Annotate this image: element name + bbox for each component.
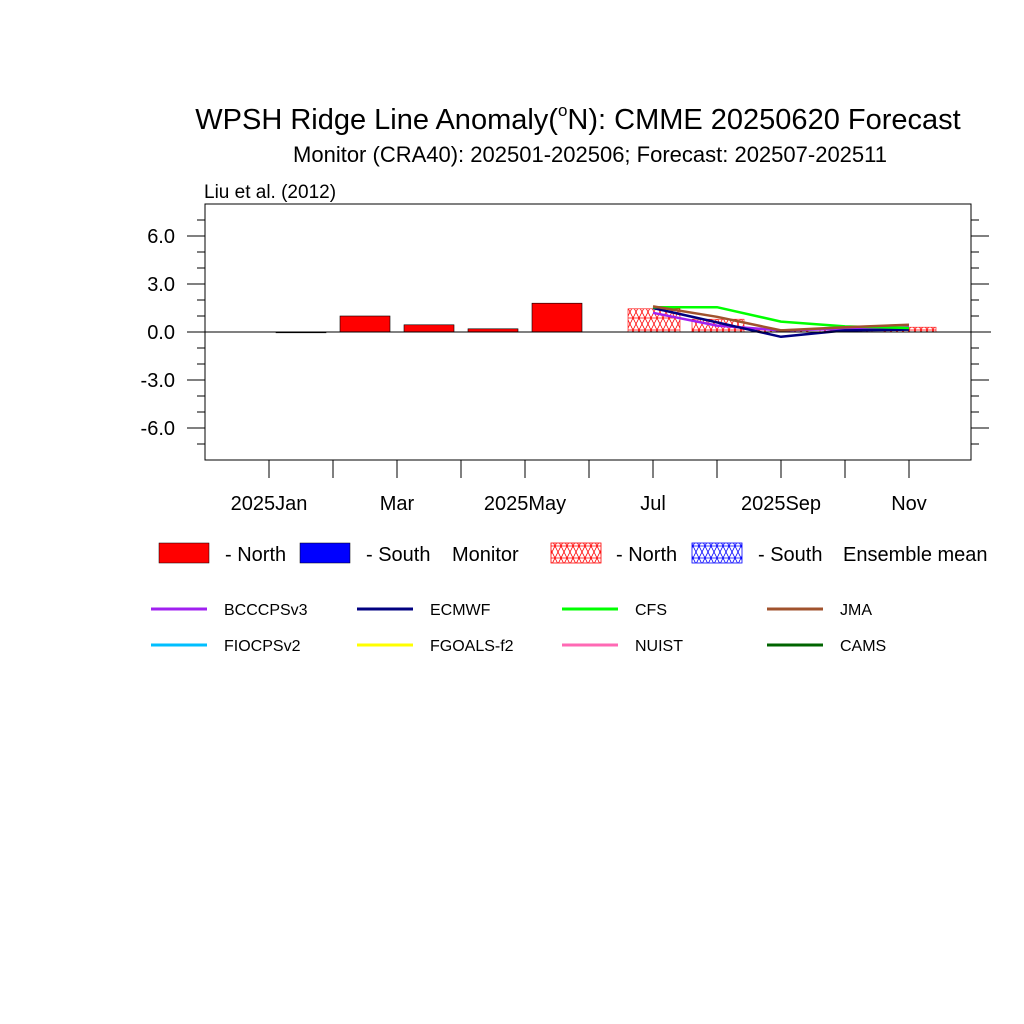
reference-label: Liu et al. (2012): [204, 182, 336, 203]
legend-label-cams: CAMS: [840, 638, 886, 655]
legend-ens-south-swatch: [691, 542, 743, 564]
legend-label-ecmwf: ECMWF: [430, 602, 491, 619]
x-tick-label: 2025May: [484, 493, 566, 515]
legend-label-jma: JMA: [840, 602, 872, 619]
axes-layer: 6.0 3.0 0.0 -3.0 -6.0 2025Jan Mar 2025May Jul 202…: [141, 203, 991, 515]
legend-label-fiocpsv2: FIOCPSv2: [224, 638, 301, 655]
legend-ens-south-label: - South: [758, 544, 822, 566]
x-tick-label: Nov: [891, 493, 927, 515]
monitor-bar: [531, 302, 583, 333]
chart-subtitle: Monitor (CRA40): 202501-202506; Forecast…: [293, 142, 887, 167]
model-legend: BCCCPSv3 ECMWF CFS JMA FIOCPSv2 FGOALS-f2 NUIS…: [151, 602, 886, 655]
y-tick-label: 3.0: [147, 274, 175, 296]
legend-monitor-south-swatch: [299, 542, 351, 564]
x-tick-label: Mar: [380, 493, 415, 515]
legend-monitor-north-swatch: [158, 542, 210, 564]
monitor-bar: [403, 324, 455, 333]
legend-ens-north-swatch: [550, 542, 602, 564]
legend-ens-north-label: - North: [616, 544, 677, 566]
y-tick-label: -6.0: [141, 418, 175, 440]
y-tick-label: -3.0: [141, 370, 175, 392]
chart-title: WPSH Ridge Line Anomaly(oN): CMME 202506…: [195, 101, 960, 136]
series-line-jma: [652, 305, 910, 332]
legend: - North - South Monitor - North - South …: [151, 542, 988, 655]
y-tick-label: 6.0: [147, 226, 175, 248]
x-tick-label: Jul: [640, 493, 666, 515]
legend-monitor-label: Monitor: [452, 544, 519, 566]
x-tick-label: 2025Sep: [741, 493, 821, 515]
y-tick-label: 0.0: [147, 322, 175, 344]
lines-layer: [652, 305, 910, 339]
legend-label-bcccpsv3: BCCCPSv3: [224, 602, 308, 619]
legend-label-nuist: NUIST: [635, 638, 683, 655]
legend-ens-label: Ensemble mean: [843, 544, 988, 566]
legend-monitor-south-label: - South: [366, 544, 430, 566]
series-line-ecmwf: [652, 306, 910, 339]
legend-label-fgoals-f2: FGOALS-f2: [430, 638, 514, 655]
monitor-bar: [339, 315, 391, 333]
legend-label-cfs: CFS: [635, 602, 667, 619]
legend-monitor-north-label: - North: [225, 544, 286, 566]
x-tick-label: 2025Jan: [231, 493, 308, 515]
